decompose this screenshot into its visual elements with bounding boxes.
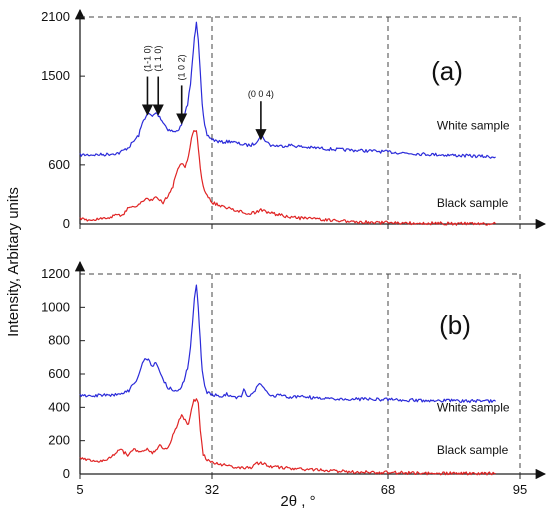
y-axis-title: Intensity, Arbitary units [5, 187, 22, 337]
y-tick-label-a-1: 600 [48, 157, 70, 172]
white-sample-line-b [79, 284, 496, 404]
y-tick-label-b-1: 200 [48, 433, 70, 448]
peak-label-2: (1 0 2) [177, 54, 187, 80]
x-tick-label-2: 68 [381, 482, 395, 497]
black-sample-line-a [79, 130, 497, 226]
x-axis-title: 2θ , ° [280, 493, 315, 510]
peak-label-4: (0 0 4) [248, 89, 274, 99]
white-sample-label-a: White sample [437, 118, 510, 132]
panel-label-a: (a) [431, 56, 463, 86]
panel-label-b: (b) [439, 310, 471, 340]
y-tick-label-a-2: 1500 [41, 68, 70, 83]
y-tick-label-b-6: 1200 [41, 266, 70, 281]
y-tick-label-b-2: 400 [48, 399, 70, 414]
black-sample-line-b [79, 398, 496, 476]
white-sample-label-b: White sample [437, 400, 510, 414]
y-tick-label-b-5: 1000 [41, 299, 70, 314]
white-sample-line-a [79, 21, 496, 159]
black-sample-label-b: Black sample [437, 443, 509, 457]
x-tick-label-0: 5 [76, 482, 83, 497]
y-tick-label-a-3: 2100 [41, 9, 70, 24]
x-tick-label-1: 32 [205, 482, 219, 497]
x-tick-label-3: 95 [513, 482, 527, 497]
panel-b: 0 200 400 600 800 1000 1200 White sample Black s… [41, 260, 547, 481]
peak-label-1: (1 1 0) [153, 46, 163, 72]
peak-label-0: (1-1 0) [142, 45, 152, 72]
y-tick-label-a-0: 0 [63, 216, 70, 231]
panel-a: 0 600 1500 2100 White sample Black sample (a) (… [41, 8, 547, 231]
y-tick-label-b-3: 600 [48, 366, 70, 381]
y-tick-label-b-0: 0 [63, 466, 70, 481]
x-axis-ticks: 5 32 68 95 [76, 482, 527, 497]
black-sample-label-a: Black sample [437, 196, 509, 210]
y-tick-label-b-4: 800 [48, 333, 70, 348]
